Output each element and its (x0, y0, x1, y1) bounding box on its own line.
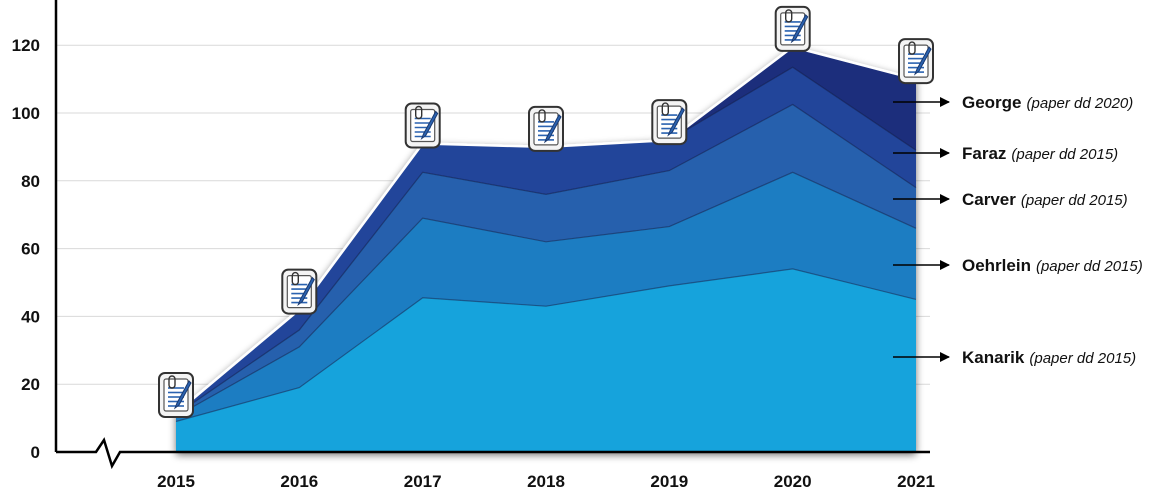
legend-note: (paper dd 2020) (1027, 95, 1134, 112)
legend-name: George (962, 93, 1022, 112)
document-pen-icon (528, 105, 564, 152)
document-pen-icon (898, 38, 934, 85)
area-carver (176, 104, 916, 417)
y-tick-label: 20 (21, 375, 40, 394)
legend-entry-kanarik: Kanarik (paper dd 2015) (962, 348, 1136, 367)
x-axis-with-break (56, 437, 930, 470)
area-oehrlein (176, 172, 916, 422)
layer-edge-carver (175, 103, 917, 416)
x-tick-label: 2017 (404, 472, 442, 491)
y-tick-label: 120 (12, 36, 40, 55)
legend-name: Carver (962, 190, 1016, 209)
document-pen-icon (651, 99, 688, 146)
y-tick-label: 80 (21, 172, 40, 191)
area-george (176, 46, 916, 414)
x-tick-label: 2021 (897, 472, 935, 491)
y-tick-label: 60 (21, 240, 40, 259)
axes (54, 0, 930, 470)
document-pen-icon (158, 372, 194, 418)
legend-name: Faraz (962, 144, 1006, 163)
document-pen-icon (404, 102, 441, 149)
legend-name: Oehrlein (962, 256, 1031, 275)
legend-entry-faraz: Faraz (paper dd 2015) (962, 144, 1118, 163)
legend: George (paper dd 2020) Faraz (paper dd 2015… (893, 93, 1143, 367)
legend-entry-oehrlein: Oehrlein (paper dd 2015) (962, 256, 1143, 275)
y-tick-label: 40 (21, 307, 40, 326)
legend-note: (paper dd 2015) (1036, 258, 1143, 275)
legend-entry-carver: Carver (paper dd 2015) (962, 190, 1128, 209)
y-tick-label: 0 (31, 443, 40, 462)
legend-note: (paper dd 2015) (1029, 350, 1136, 367)
x-tick-label: 2020 (774, 472, 812, 491)
y-tick-label: 100 (12, 104, 40, 123)
x-tick-label: 2018 (527, 472, 565, 491)
document-pen-icon (774, 5, 811, 52)
document-markers (158, 5, 934, 418)
layer-edge-oehrlein (175, 171, 917, 417)
x-tick-label: 2019 (650, 472, 688, 491)
legend-entry-george: George (paper dd 2020) (962, 93, 1133, 112)
x-tick-label: 2016 (280, 472, 318, 491)
layer-edge-kanarik (175, 268, 917, 423)
tick-labels: 0 20 40 60 80 100 120 2015 2016 2017 2018 2019 2020 2… (12, 36, 935, 491)
area-faraz (176, 67, 916, 415)
legend-note: (paper dd 2015) (1011, 146, 1118, 163)
legend-note: (paper dd 2015) (1021, 192, 1128, 209)
x-tick-label: 2015 (157, 472, 195, 491)
area-kanarik (176, 268, 916, 452)
legend-name: Kanarik (962, 348, 1025, 367)
document-pen-icon (281, 268, 318, 315)
